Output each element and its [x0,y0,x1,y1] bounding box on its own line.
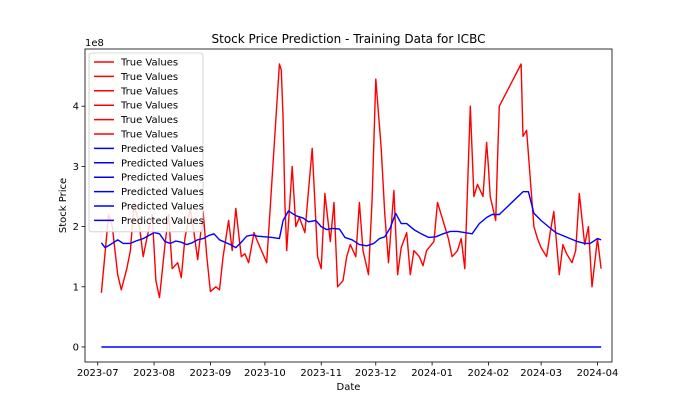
x-axis-ticks: 2023-07 2023-08 2023-09 2023-10 2023-11 2023-… [77,362,619,379]
series-line-0 [100,63,602,299]
x-tick-label: 2023-09 [189,368,231,379]
legend-label: Predicted Values [121,158,204,169]
x-tick-label: 2024-04 [577,368,619,379]
y-axis-ticks: 0 1 2 3 4 [73,102,85,353]
x-tick-label: 2023-12 [355,368,397,379]
series-line-1 [100,190,602,249]
series-layer [100,63,602,348]
legend-label: Predicted Values [121,173,204,184]
y-tick-label: 2 [73,222,79,233]
legend-box [88,52,204,233]
legend-label: Predicted Values [121,187,204,198]
x-tick-label: 2023-07 [77,368,119,379]
x-tick-label: 2023-08 [133,368,175,379]
legend: True Values True Values True Values True Va… [88,52,204,233]
legend-label: True Values [120,130,178,141]
legend-label: True Values [120,58,178,69]
x-tick-label: 2023-10 [244,368,286,379]
legend-label: True Values [120,115,178,126]
x-tick-label: 2024-02 [468,368,510,379]
legend-label: True Values [120,101,178,112]
y-tick-label: 4 [73,102,79,113]
y-tick-label: 3 [73,162,79,173]
y-tick-label: 0 [73,342,79,353]
legend-label: True Values [120,72,178,83]
y-axis-label: Stock Price [58,178,69,233]
y-axis-multiplier: 1e8 [85,38,104,49]
legend-label: Predicted Values [121,202,204,213]
x-tick-label: 2024-01 [411,368,453,379]
legend-label: True Values [120,86,178,97]
y-tick-label: 1 [73,282,79,293]
x-tick-label: 2023-11 [300,368,342,379]
x-tick-label: 2024-03 [520,368,562,379]
plot-frame [84,48,613,363]
legend-label: Predicted Values [121,144,204,155]
x-axis-label: Date [337,382,361,393]
chart-title: Stock Price Prediction - Training Data f… [212,32,486,46]
legend-label: Predicted Values [121,216,204,227]
